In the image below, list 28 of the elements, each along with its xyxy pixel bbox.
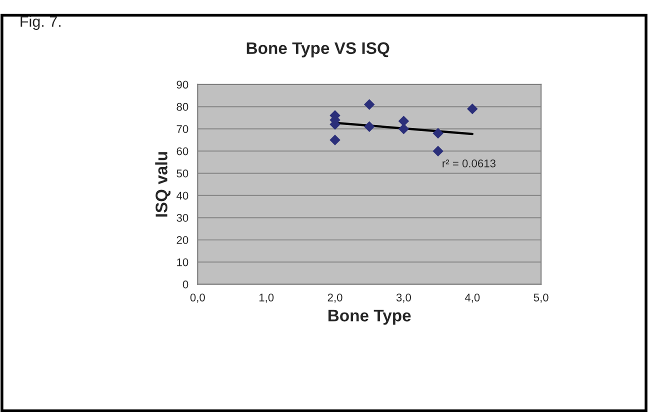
y-axis-title: ISQ valu xyxy=(155,152,171,217)
x-tick-label: 5,0 xyxy=(534,294,548,303)
x-axis-title: Bone Type xyxy=(328,310,411,325)
y-tick-label: 50 xyxy=(176,170,188,178)
y-tick-label: 90 xyxy=(176,80,188,89)
caption: Fig. 7. xyxy=(20,16,60,30)
point xyxy=(432,128,444,139)
x-tick-label: 1,0 xyxy=(259,294,274,303)
y-tick-label: 70 xyxy=(176,125,188,133)
chart-title: Bone Type VS ISQ xyxy=(246,42,390,58)
y-tick-label: 20 xyxy=(176,236,188,244)
x-tick-label: 0,0 xyxy=(190,294,205,303)
x-tick-label: 4,0 xyxy=(464,294,480,303)
x-tick-label: 3,0 xyxy=(396,294,411,303)
y-tick-label: 80 xyxy=(176,102,188,111)
x-tick-label: 2,0 xyxy=(328,294,342,303)
point xyxy=(467,104,478,114)
y-tick-label: 0 xyxy=(182,280,188,288)
point xyxy=(364,99,375,110)
point xyxy=(398,116,410,126)
y-tick-label: 30 xyxy=(176,214,188,222)
y-tick-label: 40 xyxy=(176,192,188,200)
y-tick-label: 60 xyxy=(176,147,188,156)
point xyxy=(364,121,375,132)
y-tick-label: 10 xyxy=(177,258,188,266)
point xyxy=(432,146,444,156)
annotation: r² = 0.0613 xyxy=(442,160,496,168)
point xyxy=(330,134,340,146)
